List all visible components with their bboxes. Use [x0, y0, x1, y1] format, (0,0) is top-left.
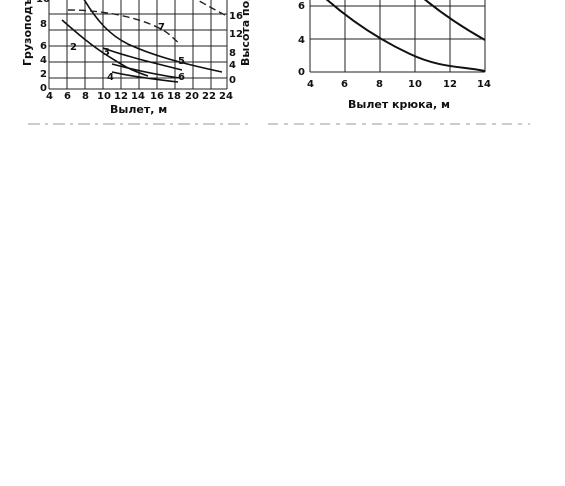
xtick-r2-10: 10 [408, 79, 422, 90]
right-x-axis-label: Вылет крюка, м [348, 98, 450, 111]
xtick-8: 8 [82, 91, 89, 102]
curve-label-5: 5 [178, 56, 185, 67]
ytick-right-4: 4 [229, 60, 236, 71]
left-curve-5 [83, 0, 223, 73]
left-curve-7 [67, 9, 181, 45]
xtick-14: 14 [131, 91, 145, 102]
curve-label-3: 3 [103, 47, 110, 58]
ytick-r2-0: 0 [298, 67, 305, 78]
ytick-left-6: 6 [40, 41, 47, 52]
left-chart-grid [48, 0, 228, 90]
ytick-r2-6: 6 [298, 1, 305, 12]
left-curve-2 [61, 19, 149, 77]
ytick-right-16: 16 [229, 11, 243, 22]
left-x-ticks: 4 6 8 10 12 14 16 18 20 22 24 [46, 91, 233, 102]
xtick-6: 6 [64, 91, 71, 102]
xtick-r2-14: 14 [477, 79, 491, 90]
left-chart: 2 3 4 5 6 7 10 8 6 4 2 0 16 12 8 4 0 4 6… [21, 0, 252, 116]
left-curve-6 [111, 63, 181, 79]
right-y-ticks: 6 4 0 [298, 1, 305, 78]
ytick-right-8: 8 [229, 48, 236, 59]
ytick-left-10: 10 [36, 0, 50, 5]
curve-label-2: 2 [70, 42, 77, 53]
ytick-left-4: 4 [40, 55, 47, 66]
xtick-22: 22 [202, 91, 216, 102]
left-x-axis-label: Вылет, м [110, 103, 167, 116]
xtick-24: 24 [219, 91, 233, 102]
xtick-r2-6: 6 [341, 79, 348, 90]
ytick-right-0: 0 [229, 75, 236, 86]
xtick-r2-4: 4 [307, 79, 314, 90]
left-y-ticks: 10 8 6 4 2 0 [36, 0, 50, 94]
right-curve-upper [423, 0, 486, 41]
ytick-right-12: 12 [229, 29, 243, 40]
curve-label-6: 6 [178, 72, 185, 83]
xtick-4: 4 [46, 91, 53, 102]
xtick-16: 16 [150, 91, 164, 102]
ytick-left-8: 8 [40, 19, 47, 30]
right-y-axis-label: Высота под [239, 0, 252, 66]
xtick-r2-12: 12 [443, 79, 457, 90]
left-y-axis-label: Грузоподъем [21, 0, 34, 66]
xtick-20: 20 [185, 91, 199, 102]
ytick-left-2: 2 [40, 69, 47, 80]
right-chart-grid [309, 0, 486, 73]
right-curve-lower [325, 0, 486, 72]
ytick-r2-4: 4 [298, 35, 305, 46]
xtick-12: 12 [114, 91, 128, 102]
xtick-r2-8: 8 [376, 79, 383, 90]
xtick-18: 18 [167, 91, 181, 102]
left-curve-dashed-upper [195, 0, 228, 17]
right-x-ticks: 4 6 8 10 12 14 [307, 79, 491, 90]
curve-label-7: 7 [158, 22, 165, 33]
right-chart: 6 4 0 4 6 8 10 12 14 Вылет крюка, м [298, 0, 491, 111]
right-y-ticks: 16 12 8 4 0 [229, 11, 243, 86]
xtick-10: 10 [97, 91, 111, 102]
ytick-left-0: 0 [40, 83, 47, 94]
curve-label-4: 4 [107, 72, 114, 83]
left-curve-4 [111, 71, 179, 83]
left-curve-3 [102, 47, 183, 71]
